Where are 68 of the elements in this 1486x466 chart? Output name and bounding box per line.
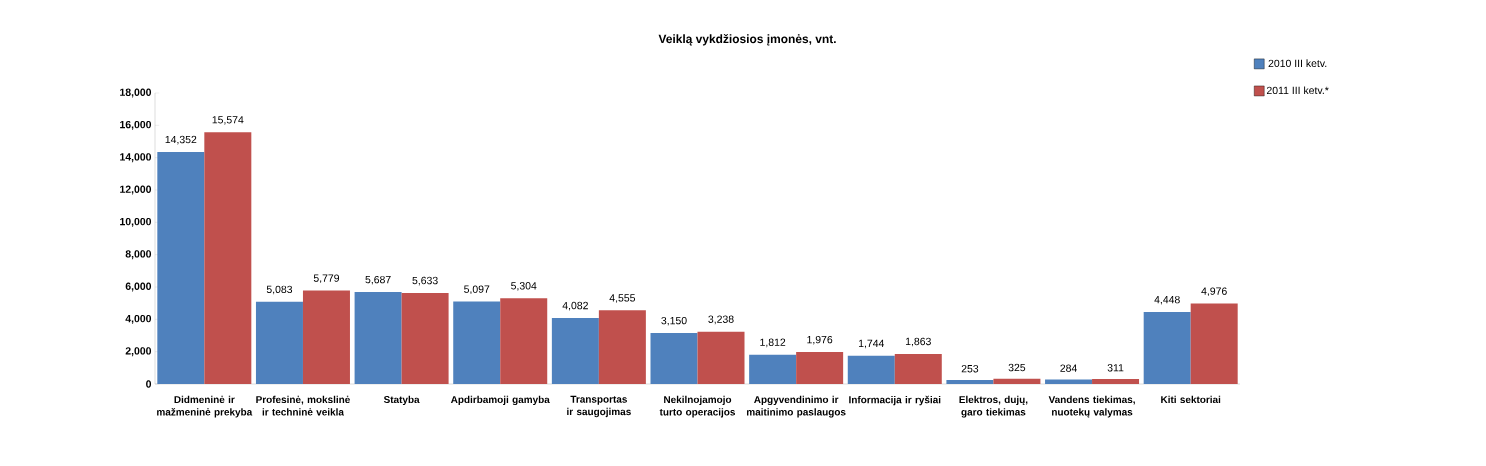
legend-label: 2010 III ketv.: [1268, 59, 1327, 68]
y-tick-label: 8,000: [125, 250, 152, 260]
bar: [157, 151, 205, 384]
data-label: 3,150: [661, 316, 687, 326]
bar: [401, 292, 449, 384]
data-label: 284: [1060, 364, 1077, 372]
data-label: 4,082: [562, 301, 588, 311]
bar: [993, 378, 1041, 384]
data-label: 4,555: [609, 294, 636, 303]
data-label: 4,976: [1201, 287, 1227, 297]
x-tick-label: Elektros, dujų, garo tiekimas: [959, 395, 1028, 418]
y-tick-label: 6,000: [125, 282, 152, 292]
x-tick-label: Apgyvendinimo ir maitinimo paslaugos: [746, 395, 846, 418]
bar: [598, 310, 646, 384]
chart-title: Veiklą vykdžiosios įmonės, vnt.: [658, 34, 836, 46]
bar: [796, 352, 844, 384]
data-label: 14,352: [165, 135, 197, 145]
y-tick-label: 10,000: [120, 217, 152, 227]
data-label: 1,863: [905, 337, 931, 347]
data-label: 5,633: [412, 276, 438, 286]
data-label: 5,097: [464, 285, 490, 295]
data-label: 5,083: [266, 285, 293, 295]
bar: [1143, 312, 1191, 384]
data-label: 1,744: [858, 339, 885, 349]
bar: [500, 298, 548, 384]
bar: [697, 331, 745, 384]
data-label: 1,812: [760, 338, 786, 348]
data-label: 5,687: [365, 275, 391, 285]
bar: [650, 333, 698, 384]
bar: [204, 132, 252, 384]
y-tick-label: 2,000: [125, 347, 152, 357]
data-label: 5,779: [313, 274, 340, 284]
bar: [255, 301, 303, 384]
bar: [551, 318, 599, 384]
bar: [354, 292, 402, 384]
data-label: 325: [1008, 363, 1026, 372]
legend-label: 2011 III ketv.*: [1266, 86, 1329, 95]
data-label: 4,448: [1154, 295, 1180, 305]
x-tick-label: Apdirbamoji gamyba: [450, 395, 550, 406]
x-tick-label: Statyba: [383, 395, 420, 406]
bar: [1190, 303, 1238, 384]
x-tick-label: Kiti sektoriai: [1161, 395, 1221, 404]
y-tick-label: 18,000: [120, 88, 152, 98]
y-tick-label: 0: [146, 380, 152, 388]
x-tick-label: Informacija ir ryšiai: [849, 395, 941, 406]
data-label: 253: [961, 364, 979, 373]
x-tick-label: Nekilnojamojo turto operacijos: [659, 395, 736, 418]
data-label: 5,304: [511, 282, 537, 291]
data-label: 311: [1107, 364, 1124, 372]
data-label: 1,976: [807, 335, 833, 345]
x-tick-label: Transportas ir saugojimas: [567, 395, 631, 418]
x-tick-label: Didmeninė ir mažmeninė prekyba: [157, 395, 253, 418]
bar: [1045, 379, 1093, 384]
bar: [1092, 378, 1140, 384]
bar: [946, 379, 994, 384]
bar: [302, 290, 350, 384]
y-tick-label: 16,000: [120, 120, 152, 130]
x-tick-label: Vandens tiekimas, nuotekų valymas: [1048, 395, 1135, 418]
x-tick-label: Profesinė, mokslinė ir techninė veikla: [256, 395, 350, 416]
bar: [453, 301, 501, 384]
bar: [894, 353, 942, 384]
data-label: 3,238: [708, 315, 734, 325]
y-tick-label: 4,000: [125, 314, 152, 324]
y-tick-label: 14,000: [120, 153, 152, 163]
data-label: 15,574: [212, 116, 244, 125]
bar: [749, 354, 797, 384]
bar: [847, 355, 895, 384]
y-tick-label: 12,000: [120, 185, 152, 195]
